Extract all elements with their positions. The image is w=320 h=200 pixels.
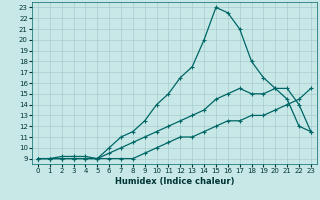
X-axis label: Humidex (Indice chaleur): Humidex (Indice chaleur) <box>115 177 234 186</box>
